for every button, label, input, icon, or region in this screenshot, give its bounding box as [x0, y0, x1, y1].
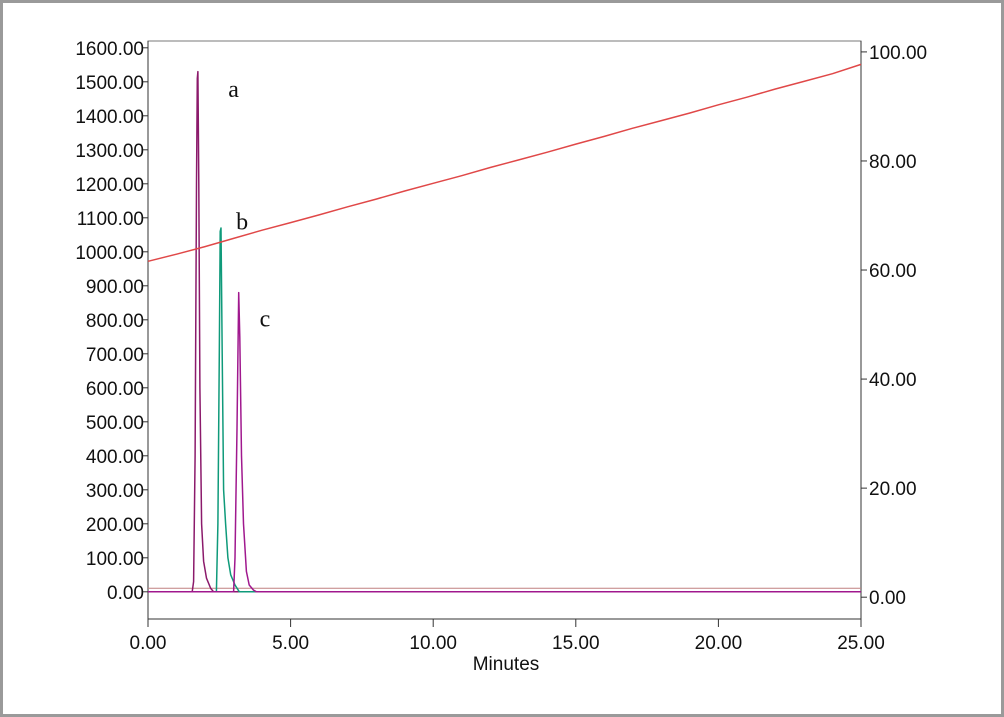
peak-trace-2	[148, 227, 861, 593]
peak-label: b	[236, 210, 248, 236]
x-tick-label: 5.00	[272, 633, 309, 654]
y-right-tick-label: 20.00	[869, 479, 917, 500]
y-right-tick-label: 80.00	[869, 152, 917, 173]
y-left-tick-label: 1500.00	[75, 73, 144, 94]
peak-trace-1	[148, 70, 861, 593]
series-layer	[147, 63, 862, 593]
y-right-tick-label: 60.00	[869, 261, 917, 282]
y-left-tick-label: 1200.00	[75, 175, 144, 196]
y-left-tick-label: 900.00	[86, 277, 144, 298]
y-left-tick-label: 300.00	[86, 481, 144, 502]
peak-trace-3	[148, 291, 861, 593]
y-right-tick-label: 0.00	[869, 588, 906, 609]
x-tick-label: 20.00	[695, 633, 743, 654]
y-left-tick-label: 1000.00	[75, 243, 144, 264]
y-left-tick-label: 600.00	[86, 379, 144, 400]
plot-area-border	[147, 40, 862, 620]
x-tick-label: 25.00	[837, 633, 885, 654]
y-left-tick-label: 700.00	[86, 345, 144, 366]
peak-label: a	[228, 77, 239, 103]
y-left-tick-label: 400.00	[86, 447, 144, 468]
y-left-tick-label: 200.00	[86, 515, 144, 536]
y-left-tick-label: 800.00	[86, 311, 144, 332]
annotation-layer: a b c	[228, 77, 270, 333]
y-right-tick-label: 100.00	[869, 43, 927, 64]
y-right-tick-label: 40.00	[869, 370, 917, 391]
y-left-tick-label: 1600.00	[75, 39, 144, 60]
y-left-tick-label: 1400.00	[75, 107, 144, 128]
x-axis-label: Minutes	[473, 654, 540, 675]
x-tick-label: 10.00	[409, 633, 457, 654]
y-left-tick-label: 0.00	[107, 583, 144, 604]
x-tick-label: 0.00	[130, 633, 167, 654]
gradient-line	[147, 63, 862, 263]
y-left-tick-label: 1100.00	[77, 209, 144, 230]
x-tick-label: 15.00	[552, 633, 600, 654]
peak-label: c	[260, 307, 271, 333]
ticks-layer: 0.00 5.00 10.00 15.00 20.00 25.00 0.00 100.00 20…	[75, 39, 927, 654]
y-left-tick-label: 100.00	[86, 549, 144, 570]
y-left-tick-label: 500.00	[86, 413, 144, 434]
y-left-tick-label: 1300.00	[75, 141, 144, 162]
chromatogram-chart: 0.00 5.00 10.00 15.00 20.00 25.00 0.00 100.00 20…	[75, 39, 927, 675]
